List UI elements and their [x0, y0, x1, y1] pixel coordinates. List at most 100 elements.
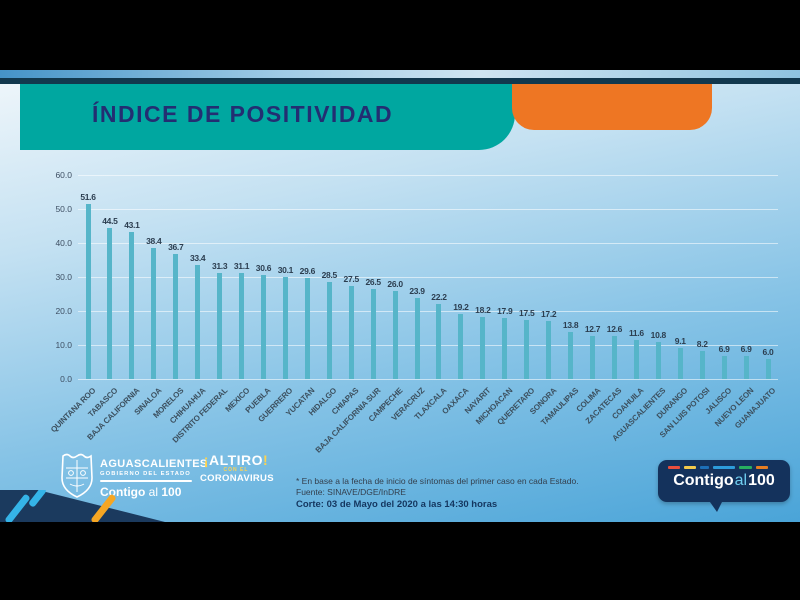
- bar-value-label: 6.0: [762, 346, 774, 357]
- y-axis-tick-label: 30.0: [55, 272, 72, 282]
- bar-value-label: 22.2: [431, 291, 447, 302]
- bar-distrito-federal: [217, 272, 223, 379]
- bar-quintana-roo: [85, 203, 91, 379]
- bar-guerrero: [282, 276, 288, 379]
- campaign-logo-bottom: CORONAVIRUS: [200, 473, 274, 484]
- bar-hidalgo: [326, 282, 332, 379]
- bar-veracruz: [414, 297, 420, 379]
- gridline: [78, 175, 778, 176]
- badge-tail: [710, 502, 722, 512]
- bar-nayarit: [480, 317, 486, 379]
- bar-sonora: [546, 320, 552, 379]
- title-banner: [20, 84, 515, 150]
- bar-value-label: 10.8: [650, 330, 667, 341]
- badge-dash: [756, 466, 768, 469]
- slogan-100: 100: [161, 485, 182, 499]
- badge-al: al: [734, 472, 748, 489]
- navy-divider: [0, 78, 800, 84]
- badge-color-dashes: [668, 466, 768, 469]
- bar-value-label: 17.5: [519, 307, 535, 318]
- bar-value-label: 36.7: [168, 242, 184, 253]
- bar-value-label: 26.5: [365, 276, 381, 287]
- bar-value-label: 11.6: [628, 327, 644, 338]
- footnote-basis: * En base a la fecha de inicio de síntom…: [296, 476, 579, 486]
- bar-chihuahua: [195, 265, 201, 379]
- bar-puebla: [260, 274, 266, 379]
- gridline: [78, 379, 778, 380]
- gridline: [78, 345, 778, 346]
- gridline: [78, 243, 778, 244]
- corner-decoration: [0, 490, 170, 522]
- bar-value-label: 33.4: [190, 253, 206, 264]
- bar-value-label: 30.1: [277, 264, 294, 275]
- state-crest-icon: [58, 452, 96, 505]
- slide-background: ÍNDICE DE POSITIVIDAD 0.0 10.0 20.0 30.0 40.…: [0, 84, 800, 522]
- campaign-logo-middle: CON EL: [223, 467, 249, 473]
- y-axis-tick-label: 60.0: [55, 170, 72, 180]
- bar-value-label: 6.9: [740, 343, 752, 354]
- bar-value-label: 43.1: [124, 220, 140, 231]
- bar-value-label: 17.9: [497, 306, 513, 317]
- bar-value-label: 12.7: [584, 323, 601, 334]
- bar-value-label: 27.5: [343, 273, 360, 284]
- bar-coahuila: [633, 339, 639, 379]
- bar-value-label: 8.2: [696, 339, 708, 350]
- bar-jalisco: [721, 355, 727, 379]
- bar-value-label: 44.5: [102, 215, 118, 226]
- y-axis-tick-label: 20.0: [55, 306, 72, 316]
- bar-aguascalientes: [655, 342, 661, 379]
- bar-michoacan: [502, 318, 508, 379]
- bar-value-label: 30.6: [255, 262, 272, 273]
- bar-zacatecas: [611, 336, 617, 379]
- slogan-al: al: [148, 485, 159, 499]
- bar-guanajuato: [765, 358, 771, 379]
- footnotes: * En base a la fecha de inicio de síntom…: [296, 476, 579, 510]
- bar-baja-california-sur: [370, 288, 376, 379]
- campaign-word: ALTIRO: [208, 452, 264, 468]
- top-gradient-stripe: [0, 70, 800, 78]
- y-axis-tick-label: 10.0: [55, 340, 72, 350]
- bar-value-label: 9.1: [674, 336, 686, 347]
- bar-value-label: 38.4: [146, 236, 162, 247]
- bar-oaxaca: [458, 313, 464, 379]
- bar-value-label: 13.8: [562, 320, 579, 331]
- bar-morelos: [173, 254, 179, 379]
- y-axis-tick-label: 0.0: [60, 374, 72, 384]
- state-logo-divider: [100, 480, 192, 482]
- bar-value-label: 31.1: [233, 261, 250, 272]
- bar-mexico: [239, 273, 245, 379]
- gridline: [78, 311, 778, 312]
- bar-value-label: 26.0: [387, 278, 403, 289]
- bar-chart: 0.0 10.0 20.0 30.0 40.0 50.0 60.0 51.6 QUINTANA …: [49, 170, 778, 455]
- bar-tabasco: [107, 227, 113, 379]
- gridline: [78, 277, 778, 278]
- y-axis-tick-label: 50.0: [55, 204, 72, 214]
- bar-san-luis-potosi: [699, 351, 705, 379]
- bar-value-label: 6.9: [718, 343, 730, 354]
- bar-value-label: 17.2: [540, 308, 557, 319]
- bar-tlaxcala: [436, 303, 442, 379]
- bar-colima: [590, 335, 596, 379]
- campaign-excl-close: !: [263, 452, 269, 468]
- bar-value-label: 19.2: [453, 301, 469, 312]
- badge-dash: [700, 466, 709, 469]
- badge-100: 100: [748, 472, 775, 489]
- bar-yucatan: [304, 278, 310, 379]
- footnote-cutoff: Corte: 03 de Mayo del 2020 a las 14:30 h…: [296, 499, 498, 510]
- gridline: [78, 209, 778, 210]
- bar-queretaro: [524, 319, 530, 379]
- footnote-source: Fuente: SINAVE/DGE/InDRE: [296, 487, 406, 497]
- campaign-logo-top: ¡ALTIRO!: [200, 452, 272, 468]
- bar-tamaulipas: [568, 332, 574, 379]
- bar-sinaloa: [151, 248, 157, 379]
- badge-dash: [739, 466, 752, 469]
- badge-dash: [684, 466, 696, 469]
- bar-nuevo-leon: [743, 355, 749, 379]
- bar-value-label: 12.6: [606, 324, 623, 335]
- bar-baja-california: [129, 232, 135, 379]
- bar-value-label: 51.6: [80, 191, 96, 202]
- campaign-logo: ¡ALTIRO! CON EL CORONAVIRUS: [200, 452, 274, 484]
- bar-chiapas: [348, 285, 354, 379]
- badge-dash: [668, 466, 680, 469]
